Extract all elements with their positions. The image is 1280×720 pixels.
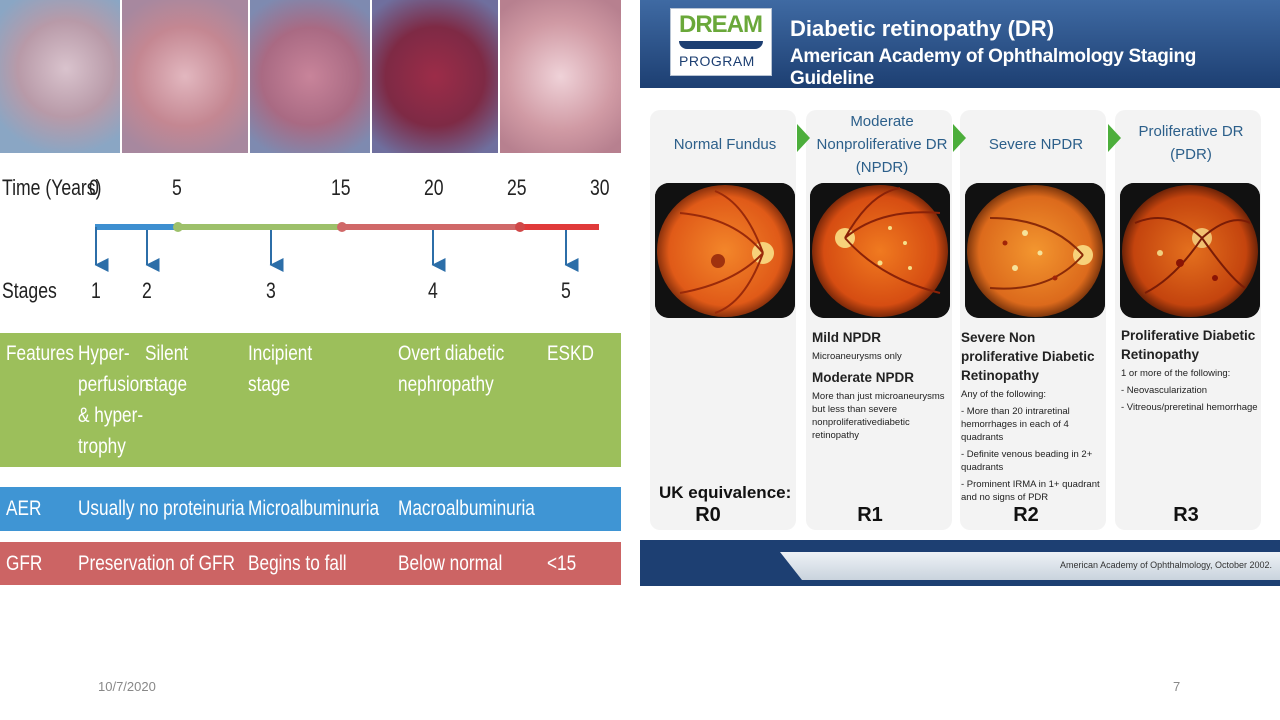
gfr-cell: <15 ml/min (547, 552, 598, 606)
histology-image-2 (122, 0, 248, 153)
arrow-icon (953, 124, 966, 152)
feature-cell: Overt diabetic nephropathy (398, 342, 505, 396)
desc-text: 1 or more of the following: (1121, 368, 1231, 379)
aer-band: AER Usually no proteinuria Microalbuminu… (0, 487, 621, 531)
stage-number: 1 (91, 278, 101, 303)
uk-code: R1 (857, 504, 883, 526)
desc-list-item: - Definite venous beading in 2+ quadrant… (961, 449, 1093, 473)
slide-header: DREAM PROGRAM Diabetic retinopathy (DR) … (640, 0, 1280, 89)
dream-program-logo: DREAM PROGRAM (670, 8, 772, 76)
slide-title: Diabetic retinopathy (DR) (790, 16, 1055, 41)
stage-card-normal (650, 110, 796, 530)
stage-card-severe (960, 110, 1106, 530)
histology-image-4 (372, 0, 498, 153)
arrow-icon (1108, 124, 1121, 152)
uk-code: R3 (1173, 504, 1199, 526)
gfr-cell: Below normal (398, 552, 503, 575)
stages-label: Stages (2, 278, 57, 303)
histology-image-5 (500, 0, 621, 153)
gfr-band: GFR Preservation of GFR Begins to fall B… (0, 542, 621, 606)
desc-heading: Severe Non proliferative Diabetic Retino… (961, 330, 1095, 383)
card-heading: Moderate Nonproliferative DR (NPDR) (816, 113, 948, 176)
desc-list-item: - More than 20 intraretinal hemorrhages … (961, 406, 1070, 443)
year-tick: 0 (89, 175, 99, 200)
gfr-cell: Preservation of GFR (78, 552, 235, 575)
features-label: Features (6, 342, 74, 365)
fundus-image-moderate (810, 183, 950, 318)
slide-date: 10/7/2020 (98, 679, 156, 694)
desc-heading: Moderate NPDR (812, 370, 915, 385)
desc-list-item: - Vitreous/preretinal hemorrhage (1121, 402, 1258, 413)
gfr-label: GFR (6, 552, 43, 575)
feature-cell: Incipient stage (248, 342, 313, 396)
feature-cell: Silent stage (145, 342, 189, 396)
desc-text: Any of the following: (961, 389, 1047, 400)
features-band: Features Hyper- perfusion & hyper- troph… (0, 333, 621, 467)
feature-cell: ESKD (547, 342, 594, 365)
stage-number: 4 (428, 278, 438, 303)
severe-description: Severe Non proliferative Diabetic Retino… (961, 328, 1111, 504)
card-heading: Normal Fundus (673, 136, 777, 153)
logo-swoosh (679, 41, 763, 49)
logo-wordmark: DREAM (679, 11, 763, 38)
uk-equivalence-label: UK equivalence: (659, 483, 792, 502)
card-heading: Severe NPDR (988, 136, 1084, 153)
slide-number: 7 (1173, 679, 1181, 694)
stage-number: 5 (561, 278, 571, 303)
desc-text: Microaneurysms only (812, 351, 902, 362)
stage-number: 2 (142, 278, 152, 303)
gfr-cell: Begins to fall (248, 552, 347, 575)
retinopathy-slide: DREAM PROGRAM Diabetic retinopathy (DR) … (640, 0, 1280, 586)
feature-cell: Hyper- perfusion & hyper- trophy (78, 342, 149, 458)
desc-heading: Mild NPDR (812, 330, 881, 345)
proliferative-description: Proliferative Diabetic Retinopathy 1 or … (1121, 326, 1261, 414)
desc-list-item: - Prominent IRMA in 1+ quadrant and no s… (961, 479, 1100, 503)
fundus-image-severe (965, 183, 1105, 318)
moderate-description: Mild NPDR Microaneurysms only Moderate N… (812, 328, 952, 442)
uk-code: R0 (695, 504, 721, 526)
uk-code: R2 (1013, 504, 1039, 526)
slide-subtitle: American Academy of Ophthalmology Stagin… (790, 46, 1197, 89)
aer-cell: Macroalbuminuria (398, 497, 535, 520)
histology-image-3 (250, 0, 370, 153)
histology-image-1 (0, 0, 120, 153)
fundus-image-proliferative (1120, 183, 1260, 318)
fundus-image-normal (655, 183, 795, 318)
desc-text: More than just microaneurysms but less t… (812, 391, 945, 441)
time-axis-label: Time (Years) (2, 175, 102, 200)
year-tick: 25 (507, 175, 527, 200)
desc-heading: Proliferative Diabetic Retinopathy (1121, 328, 1256, 362)
aer-label: AER (6, 497, 42, 520)
slide-footer-strip (780, 552, 1280, 580)
logo-subtext: PROGRAM (679, 53, 755, 69)
aer-cell: Microalbuminuria (248, 497, 380, 520)
card-heading: Proliferative DR (PDR) (1138, 123, 1244, 163)
year-tick: 15 (331, 175, 351, 200)
timeline-graphic (94, 222, 599, 272)
stage-number: 3 (266, 278, 276, 303)
nephropathy-figure: Time (Years) 0 5 15 20 25 30 Stages 1 2 … (0, 0, 621, 606)
desc-list-item: - Neovascularization (1121, 385, 1208, 396)
aer-cell: Usually no proteinuria (78, 497, 245, 520)
year-tick: 30 (590, 175, 610, 200)
year-tick: 5 (172, 175, 182, 200)
stage-card-moderate (806, 110, 952, 530)
year-tick: 20 (424, 175, 444, 200)
citation: American Academy of Ophthalmology, Octob… (1060, 560, 1272, 570)
arrow-icon (797, 124, 810, 152)
stage-card-proliferative (1115, 110, 1261, 530)
